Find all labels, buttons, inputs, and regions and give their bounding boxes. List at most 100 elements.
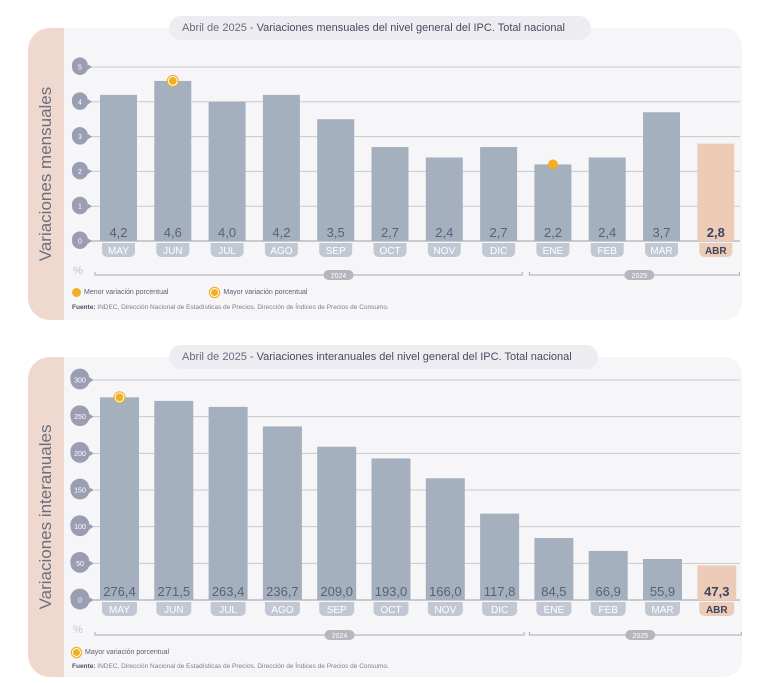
y-unit-label: %: [73, 624, 83, 636]
bar: [208, 101, 246, 241]
bar-value-label: 3,5: [327, 225, 345, 240]
y-tick-bubble: [70, 517, 90, 537]
bar-value-label: 2,2: [544, 225, 562, 240]
bar-value-label: 2,7: [381, 225, 399, 240]
year-bracket: [94, 272, 523, 276]
bar: [643, 559, 682, 600]
y-tick-bubble: [72, 163, 88, 180]
y-tick-label: 1: [78, 204, 82, 211]
y-tick: 100: [70, 515, 94, 537]
category-tab: [319, 602, 355, 616]
bar: [100, 397, 139, 600]
yoy-title-text: Variaciones interanuales del nivel gener…: [256, 351, 572, 363]
category-tab: [536, 243, 570, 257]
category-tab: [373, 602, 409, 616]
legend-max-label: Mayor variación porcentual: [223, 289, 308, 297]
category-tab: [699, 243, 733, 257]
category-label: SEP: [326, 246, 346, 257]
legend-max-item: Mayor variación porcentual: [72, 648, 169, 657]
bar: [588, 157, 626, 241]
category-label: MAR: [650, 246, 672, 257]
category-tab: [482, 243, 516, 257]
year-label: 2025: [632, 273, 648, 280]
category-tab: [102, 602, 137, 616]
bar: [154, 80, 192, 241]
bar: [480, 513, 520, 600]
y-tick-bubble: [72, 128, 88, 145]
category-label: ABR: [705, 246, 727, 257]
monthly-bar-chart: 0 1 2 3 4 5% 4,2 MAY 4,6 JUN 4,0 JUL 4,2 AGO 3,5 SEP 2,7…: [71, 57, 740, 280]
category-label: JUN: [163, 246, 182, 257]
monthly-title-prefix: Abril de 2025 -: [182, 22, 257, 34]
category-tab: [590, 243, 624, 257]
y-tick-label: 50: [76, 561, 84, 568]
y-tick-bubble: [70, 590, 90, 610]
source-label: Fuente:: [72, 663, 96, 670]
y-tick-label: 2: [78, 169, 82, 176]
bar-value-label: 3,7: [652, 225, 670, 240]
y-tick-bubble: [70, 370, 90, 390]
bar: [425, 478, 465, 600]
year-label: 2024: [332, 633, 348, 640]
bar: [697, 565, 737, 600]
y-tick-label: 100: [74, 524, 86, 531]
y-tick-label: 5: [78, 65, 82, 72]
y-tick-label: 150: [74, 488, 86, 495]
max-marker-icon: [210, 288, 220, 297]
bar-value-label: 276,4: [103, 584, 136, 599]
category-label: DIC: [491, 605, 508, 616]
category-label: AGO: [271, 605, 293, 616]
category-tab: [264, 602, 300, 616]
yoy-legend: Mayor variación porcentual: [72, 648, 169, 657]
category-tab: [427, 602, 463, 616]
yoy-side-label: Variaciones interanuales: [28, 357, 64, 677]
yoy-source: Fuente: INDEC, Dirección Nacional de Est…: [72, 663, 389, 670]
monthly-chart-panel: Variaciones mensuales Abril de 2025 - Va…: [28, 16, 742, 320]
bar: [154, 400, 194, 600]
bar: [643, 112, 680, 242]
bar: [480, 147, 518, 241]
yoy-bar-chart: 0 50 100 150 200 250 300% 276,4 MAY 271,5 JUN 263,4…: [70, 368, 742, 640]
category-tab: [373, 243, 407, 257]
y-tick: 5: [71, 57, 92, 75]
category-tab: [590, 602, 626, 616]
category-tab: [482, 602, 518, 616]
min-marker-icon: [72, 288, 81, 297]
bar: [371, 458, 411, 600]
bar-value-label: 47,3: [704, 584, 729, 599]
y-tick-bubble: [70, 443, 90, 463]
bar-value-label: 2,4: [598, 225, 616, 240]
y-tick-label: 250: [74, 414, 86, 421]
bar: [697, 143, 735, 241]
year-badge: [323, 270, 354, 280]
category-label: ENE: [543, 246, 564, 257]
category-label: DIC: [490, 246, 507, 257]
bar-value-label: 2,4: [435, 225, 453, 240]
category-label: FEB: [598, 605, 618, 616]
category-tab: [645, 602, 680, 616]
year-badge: [625, 630, 656, 640]
y-tick: 4: [71, 92, 92, 110]
category-tab: [156, 602, 192, 616]
category-label: MAY: [108, 246, 129, 257]
y-tick: 0: [70, 588, 94, 610]
y-tick: 250: [70, 405, 94, 427]
category-label: ENE: [544, 605, 565, 616]
bar: [262, 426, 302, 600]
category-tab: [319, 243, 353, 257]
category-tab: [210, 243, 244, 257]
bar-value-label: 117,8: [484, 584, 516, 599]
y-tick-bubble: [72, 198, 88, 215]
category-label: OCT: [379, 246, 400, 257]
bar: [208, 406, 248, 600]
bar: [425, 157, 463, 241]
legend-min-label: Menor variación porcentual: [84, 289, 169, 297]
y-tick: 200: [70, 441, 94, 463]
bar-value-label: 4,2: [109, 225, 127, 240]
monthly-source: Fuente: INDEC, Dirección Nacional de Est…: [72, 304, 389, 311]
monthly-side-label: Variaciones mensuales: [28, 28, 64, 320]
source-text: INDEC, Dirección Nacional de Estadística…: [95, 663, 389, 670]
bar-value-label: 4,2: [272, 225, 290, 240]
y-tick-bubble: [70, 480, 90, 500]
y-tick-bubble: [72, 233, 88, 249]
